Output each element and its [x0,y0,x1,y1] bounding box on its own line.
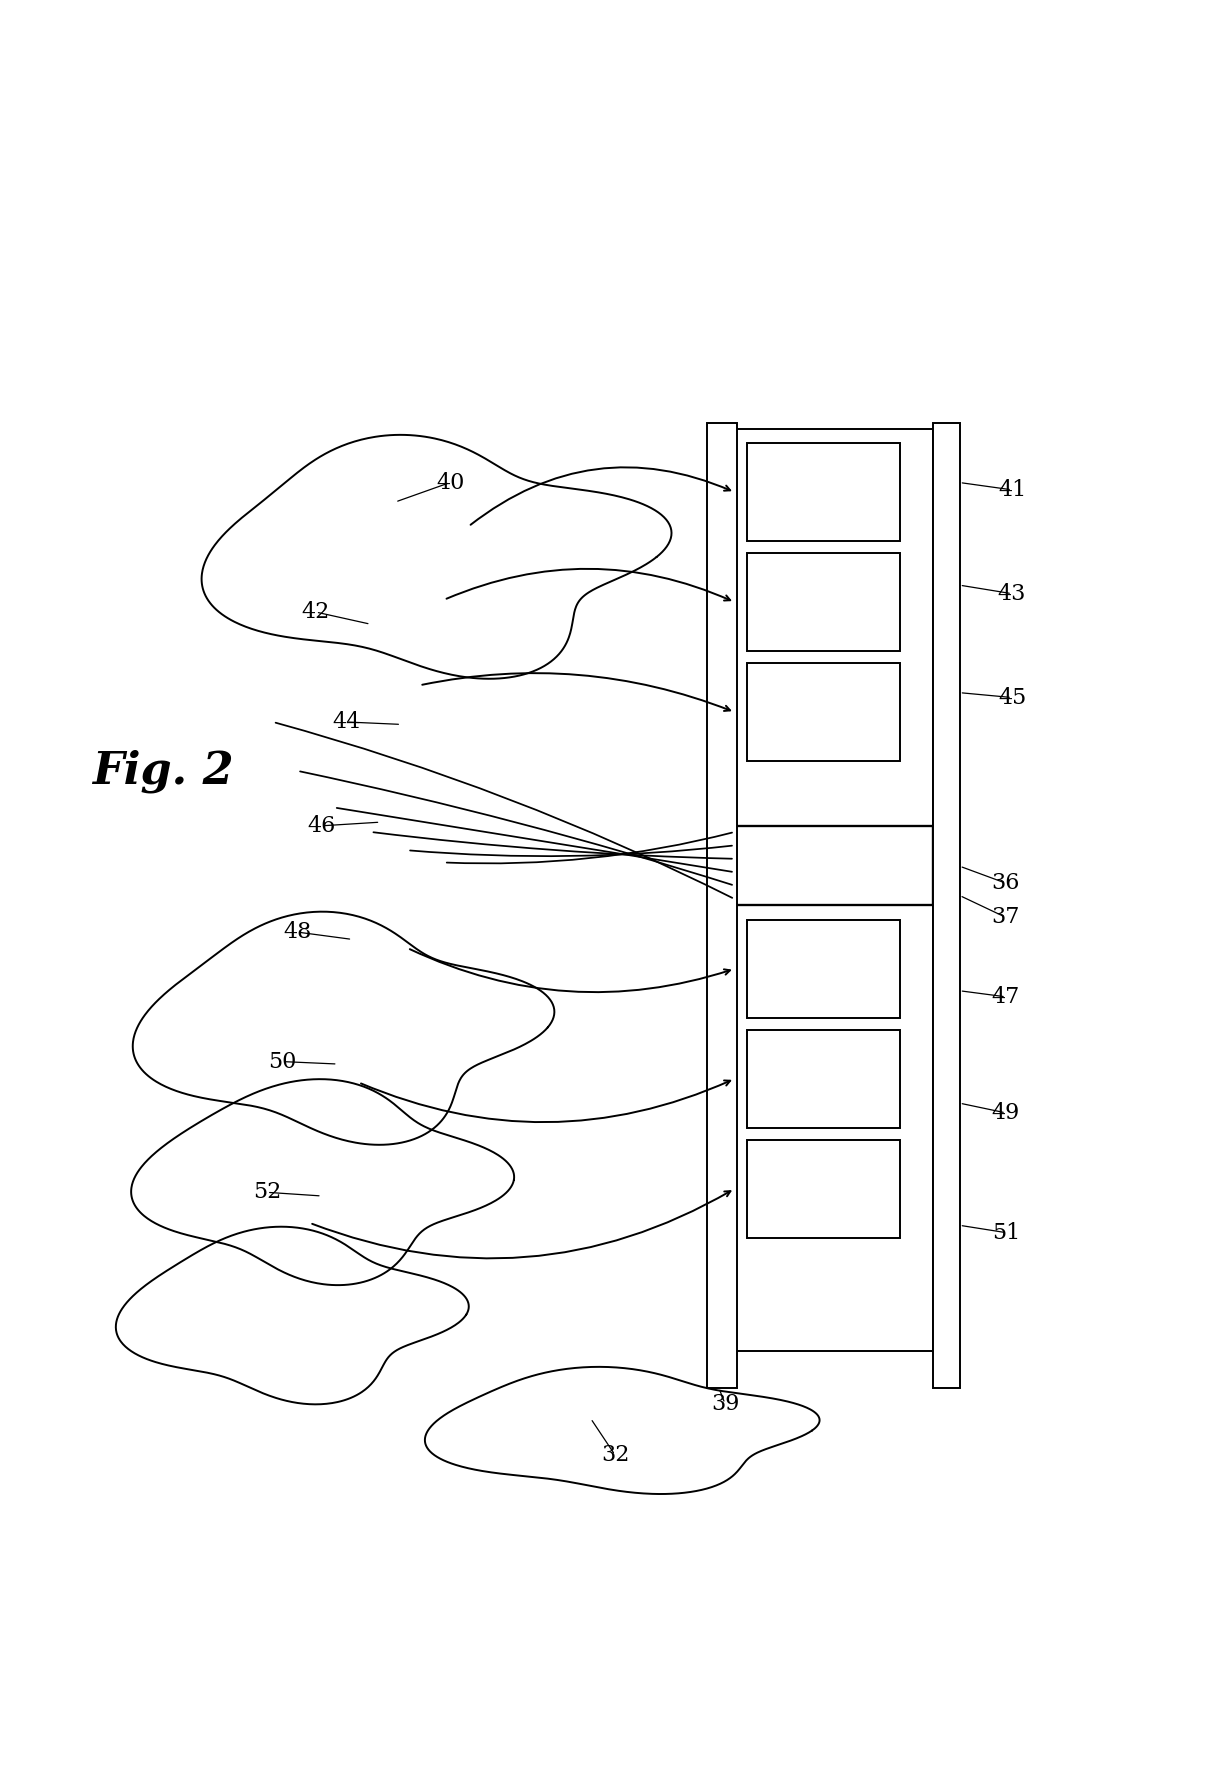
Text: 50: 50 [268,1050,296,1073]
Bar [734,429,932,825]
Text: 42: 42 [301,602,330,623]
Text: Fig. 2: Fig. 2 [92,748,234,793]
Text: 37: 37 [991,907,1020,929]
Bar [706,423,737,1388]
Text: 36: 36 [991,872,1020,895]
Text: 52: 52 [252,1181,280,1204]
Bar [932,423,959,1388]
Bar [747,1031,899,1127]
Text: 44: 44 [332,711,360,732]
Text: 43: 43 [998,582,1026,605]
Text: 32: 32 [600,1443,630,1466]
Bar [747,1139,899,1238]
Text: 49: 49 [991,1102,1020,1123]
Text: 48: 48 [283,922,311,943]
Text: 41: 41 [998,479,1026,500]
Text: 51: 51 [991,1222,1020,1243]
Text: 46: 46 [308,814,336,838]
Bar [747,554,899,652]
Bar [747,663,899,761]
Text: 40: 40 [435,472,464,493]
Bar [747,443,899,541]
Bar [734,825,932,906]
Bar [734,906,932,1352]
Text: 45: 45 [998,686,1026,709]
Bar [747,920,899,1018]
Text: 39: 39 [711,1393,739,1415]
Text: 47: 47 [991,986,1020,1007]
